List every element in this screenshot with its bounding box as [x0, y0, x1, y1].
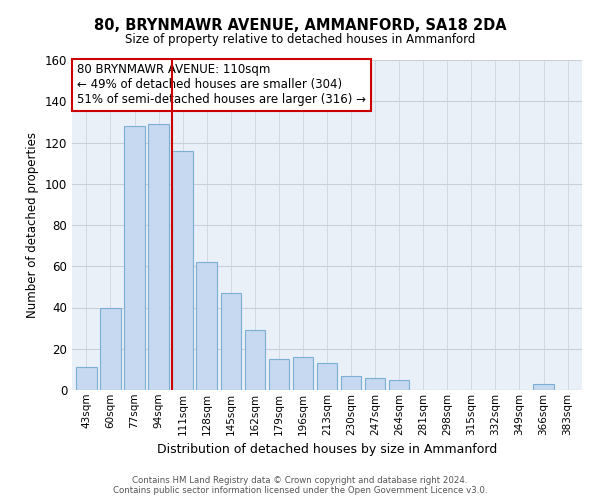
- Bar: [196, 262, 217, 390]
- Bar: [533, 384, 554, 390]
- Y-axis label: Number of detached properties: Number of detached properties: [26, 132, 39, 318]
- Bar: [269, 359, 289, 390]
- Text: 80, BRYNMAWR AVENUE, AMMANFORD, SA18 2DA: 80, BRYNMAWR AVENUE, AMMANFORD, SA18 2DA: [94, 18, 506, 32]
- Bar: [100, 308, 121, 390]
- Bar: [172, 151, 193, 390]
- Bar: [76, 368, 97, 390]
- Bar: [389, 380, 409, 390]
- Bar: [221, 293, 241, 390]
- Bar: [148, 124, 169, 390]
- Bar: [245, 330, 265, 390]
- X-axis label: Distribution of detached houses by size in Ammanford: Distribution of detached houses by size …: [157, 443, 497, 456]
- Bar: [341, 376, 361, 390]
- Bar: [317, 363, 337, 390]
- Text: Size of property relative to detached houses in Ammanford: Size of property relative to detached ho…: [125, 32, 475, 46]
- Bar: [365, 378, 385, 390]
- Bar: [293, 357, 313, 390]
- Bar: [124, 126, 145, 390]
- Text: 80 BRYNMAWR AVENUE: 110sqm
← 49% of detached houses are smaller (304)
51% of sem: 80 BRYNMAWR AVENUE: 110sqm ← 49% of deta…: [77, 64, 366, 106]
- Text: Contains HM Land Registry data © Crown copyright and database right 2024.
Contai: Contains HM Land Registry data © Crown c…: [113, 476, 487, 495]
